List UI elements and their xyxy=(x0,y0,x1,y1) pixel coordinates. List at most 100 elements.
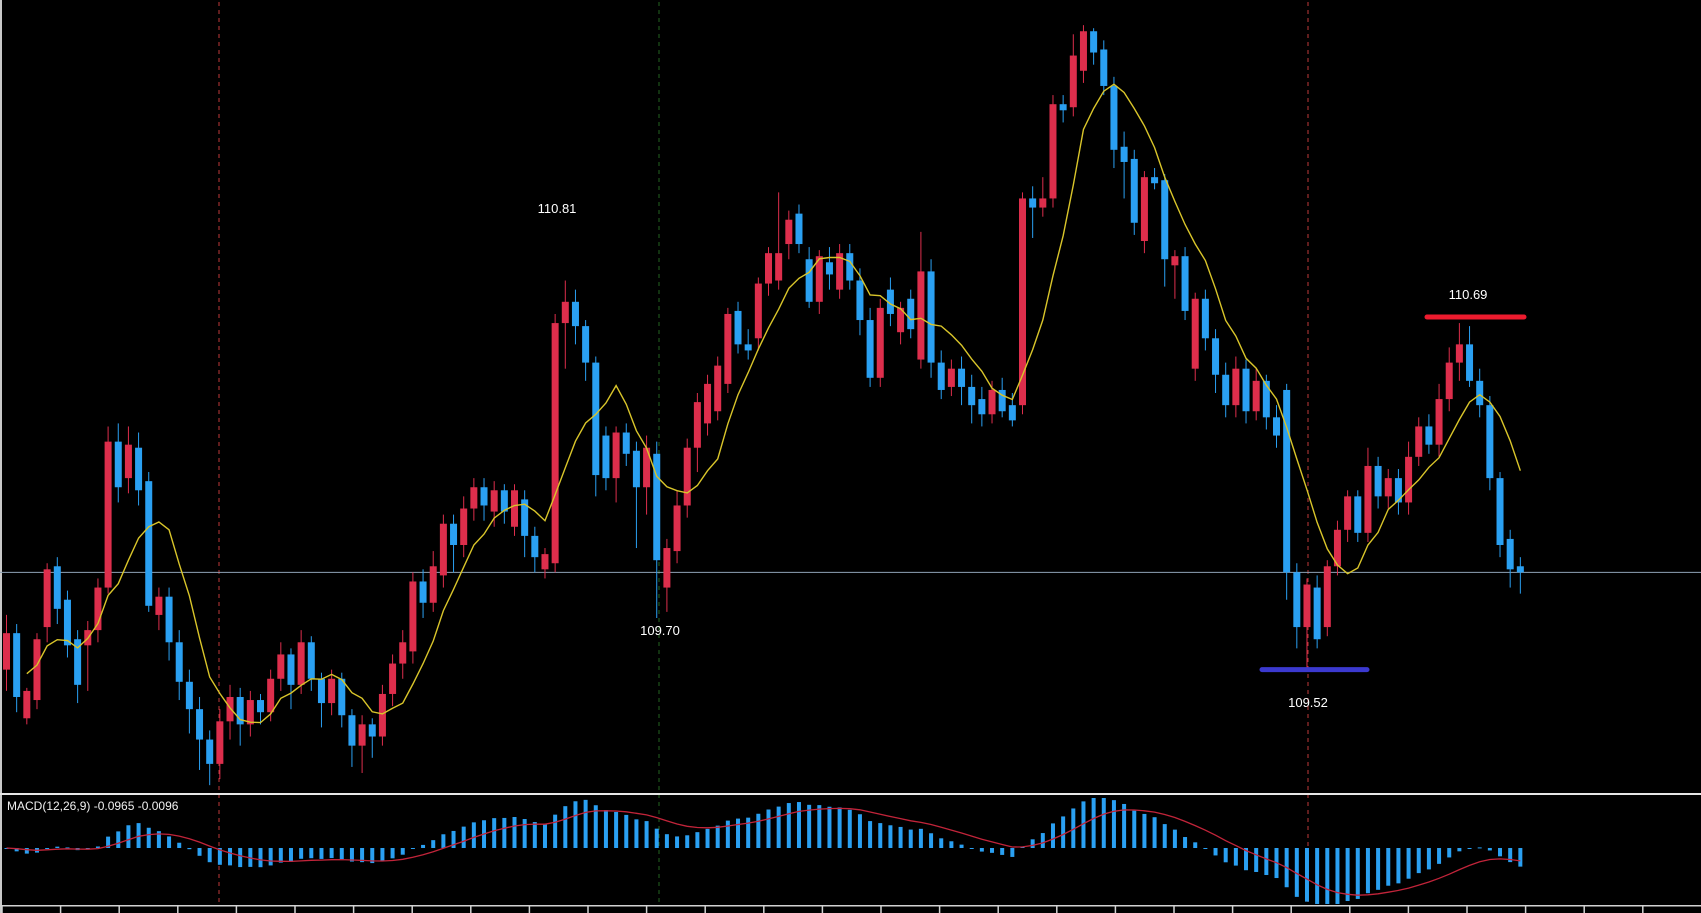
candle-body xyxy=(937,362,945,390)
macd-bar xyxy=(990,848,995,853)
price-annotation-resistance: 110.69 xyxy=(1448,287,1488,302)
candle-body xyxy=(500,490,508,512)
candle-body xyxy=(1516,566,1524,573)
candle-body xyxy=(338,678,346,716)
candle-body xyxy=(358,724,366,746)
macd-bar xyxy=(1132,810,1137,848)
macd-bar xyxy=(451,830,456,848)
window-left-border xyxy=(0,0,2,913)
macd-bar xyxy=(167,836,172,848)
candle-body xyxy=(124,444,132,479)
candle-body xyxy=(196,709,204,740)
macd-bar xyxy=(1244,848,1249,871)
macd-bar xyxy=(45,848,50,849)
candle-body xyxy=(551,323,559,564)
candle-body xyxy=(155,596,163,615)
candle-body xyxy=(632,450,640,488)
macd-bar xyxy=(502,817,507,848)
candle-body xyxy=(571,301,579,327)
macd-bar xyxy=(380,848,385,862)
candle-body xyxy=(958,368,966,387)
macd-bar xyxy=(1396,848,1401,884)
candle-body xyxy=(612,432,620,479)
candle-body xyxy=(450,523,458,545)
macd-bar xyxy=(532,822,537,848)
candle-body xyxy=(1364,465,1372,533)
candle-body xyxy=(1435,399,1443,445)
candle-body xyxy=(460,508,468,545)
candle-body xyxy=(429,566,437,603)
macd-bar xyxy=(1122,803,1127,848)
candle-body xyxy=(206,739,214,764)
candle-body xyxy=(317,678,325,704)
candle-body xyxy=(734,310,742,345)
macd-bar xyxy=(1447,848,1452,858)
macd-bar xyxy=(65,847,70,849)
candle-body xyxy=(13,633,21,697)
candle-body xyxy=(165,596,173,643)
candle-body xyxy=(683,447,691,506)
moving-average-line xyxy=(26,83,1522,724)
macd-bar xyxy=(1315,848,1320,904)
candle-body xyxy=(1384,478,1392,497)
macd-bar xyxy=(471,822,476,848)
candle-body xyxy=(1059,104,1067,111)
macd-bar xyxy=(837,807,842,848)
macd-bar xyxy=(1091,798,1096,848)
candle-body xyxy=(439,523,447,576)
candle-body xyxy=(876,307,884,378)
macd-bar xyxy=(1345,848,1350,902)
candle-body xyxy=(1100,49,1108,86)
macd-bar xyxy=(1233,848,1238,866)
candle-body xyxy=(63,599,71,646)
macd-bar xyxy=(685,835,690,848)
candle-body xyxy=(663,548,671,588)
candle-body xyxy=(846,253,854,281)
candle-body xyxy=(1222,374,1230,406)
candle-body xyxy=(1212,338,1220,375)
candle-body xyxy=(1354,496,1362,533)
macd-bar xyxy=(55,846,60,848)
candle-body xyxy=(1110,85,1118,150)
candle-body xyxy=(866,320,874,378)
candle-body xyxy=(856,280,864,321)
candle-body xyxy=(917,271,925,360)
candle-body xyxy=(836,253,844,290)
candle-body xyxy=(754,283,762,339)
macd-bar xyxy=(177,842,182,848)
candle-body xyxy=(216,721,224,764)
candle-body xyxy=(947,368,955,387)
macd-bar xyxy=(95,846,100,848)
macd-bar xyxy=(370,848,375,864)
macd-bar xyxy=(1437,848,1442,864)
macd-bar xyxy=(939,838,944,848)
candle-body xyxy=(1466,344,1474,381)
macd-bar xyxy=(492,818,497,848)
candle-body xyxy=(470,487,478,509)
macd-bar xyxy=(857,814,862,848)
macd-bar xyxy=(136,823,141,848)
macd-bar xyxy=(390,848,395,859)
candle-body xyxy=(1252,380,1260,412)
macd-bar xyxy=(959,844,964,848)
macd-bar xyxy=(1508,848,1513,863)
macd-bar xyxy=(299,848,304,859)
macd-bar xyxy=(1477,847,1482,849)
macd-bar xyxy=(228,848,233,866)
candle-body xyxy=(765,253,772,284)
candle-body xyxy=(1425,426,1433,445)
macd-bar xyxy=(217,848,222,865)
macd-bar xyxy=(421,844,426,848)
macd-bar xyxy=(1000,848,1005,855)
candle-body xyxy=(236,697,244,725)
candle-body xyxy=(521,499,529,536)
candle-body xyxy=(389,663,397,694)
candle-body xyxy=(1455,344,1463,363)
candle-body xyxy=(1201,298,1209,339)
macd-bar xyxy=(563,806,568,848)
candle-body xyxy=(785,219,793,245)
candle-body xyxy=(399,642,407,664)
macd-bar xyxy=(441,834,446,848)
macd-bar xyxy=(1487,848,1492,851)
